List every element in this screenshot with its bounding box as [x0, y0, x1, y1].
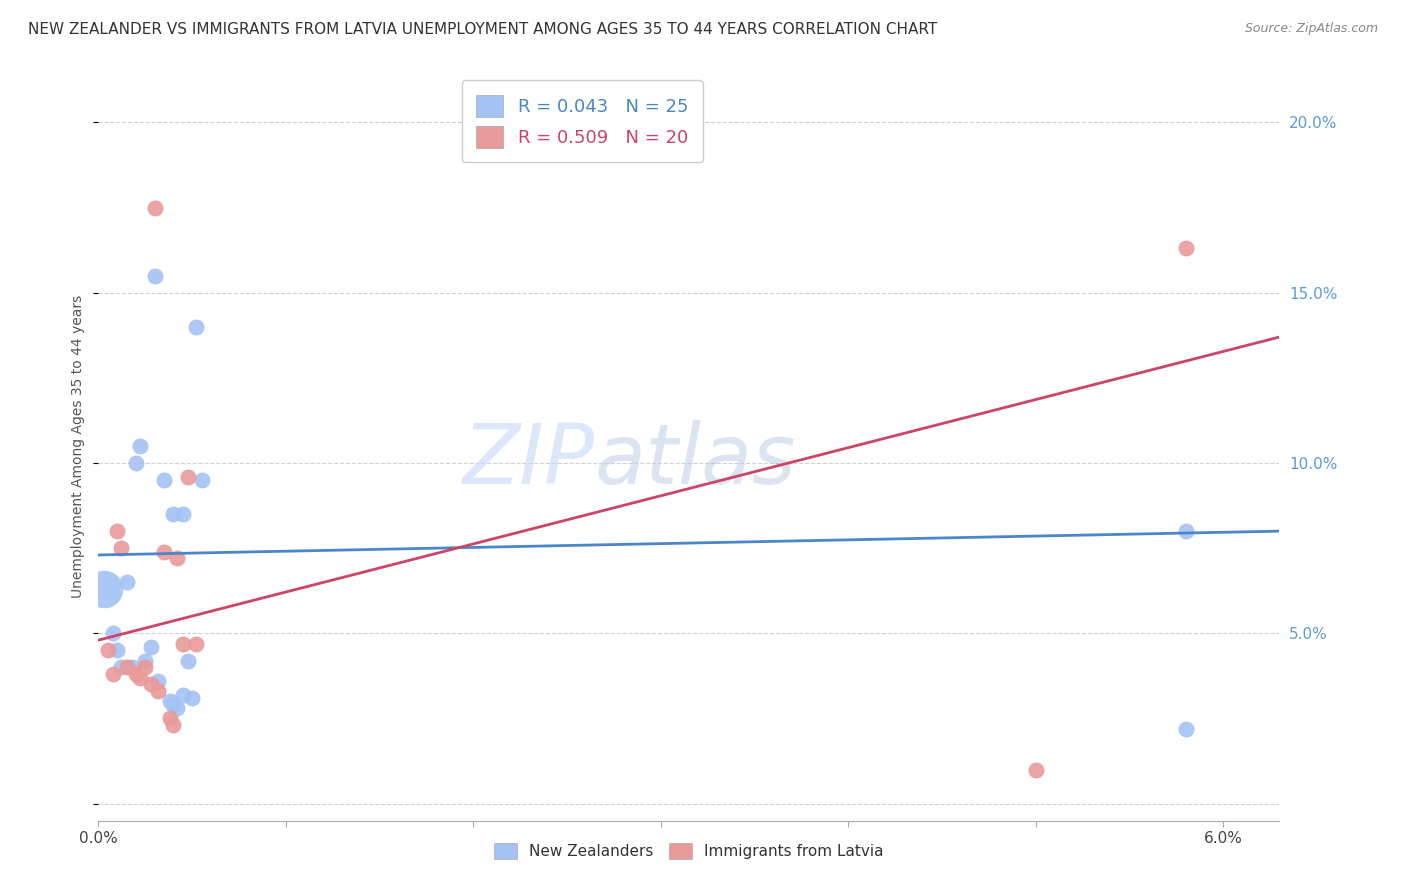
Point: [148, 673, 170, 688]
Point: [143, 268, 166, 283]
Point: [97, 643, 120, 657]
Point: [1174, 722, 1197, 736]
Point: [103, 667, 125, 681]
Point: [110, 541, 132, 556]
Point: [93, 582, 115, 596]
Legend: New Zealanders, Immigrants from Latvia: New Zealanders, Immigrants from Latvia: [488, 838, 890, 865]
Point: [177, 469, 200, 483]
Point: [105, 524, 128, 538]
Point: [172, 688, 194, 702]
Point: [105, 643, 128, 657]
Point: [1174, 242, 1197, 256]
Y-axis label: Unemployment Among Ages 35 to 44 years: Unemployment Among Ages 35 to 44 years: [70, 294, 84, 598]
Point: [162, 698, 184, 712]
Point: [1025, 763, 1047, 777]
Point: [159, 711, 181, 725]
Point: [166, 701, 188, 715]
Point: [153, 544, 176, 558]
Point: [181, 691, 204, 706]
Point: [159, 694, 181, 708]
Point: [148, 684, 170, 698]
Point: [172, 507, 194, 521]
Point: [190, 473, 212, 487]
Point: [162, 507, 184, 521]
Point: [139, 640, 162, 654]
Text: ZIP: ZIP: [463, 420, 595, 501]
Point: [1174, 524, 1197, 538]
Point: [110, 660, 132, 674]
Text: Source: ZipAtlas.com: Source: ZipAtlas.com: [1244, 22, 1378, 36]
Point: [143, 201, 166, 215]
Point: [125, 667, 148, 681]
Point: [115, 660, 138, 674]
Text: atlas: atlas: [595, 420, 796, 501]
Point: [134, 660, 156, 674]
Point: [162, 718, 184, 732]
Point: [115, 575, 138, 590]
Point: [125, 456, 148, 470]
Point: [128, 439, 150, 453]
Point: [184, 319, 207, 334]
Point: [128, 671, 150, 685]
Point: [134, 654, 156, 668]
Point: [153, 473, 176, 487]
Point: [172, 636, 194, 650]
Point: [184, 636, 207, 650]
Point: [177, 654, 200, 668]
Text: NEW ZEALANDER VS IMMIGRANTS FROM LATVIA UNEMPLOYMENT AMONG AGES 35 TO 44 YEARS C: NEW ZEALANDER VS IMMIGRANTS FROM LATVIA …: [28, 22, 938, 37]
Point: [103, 626, 125, 640]
Point: [139, 677, 162, 691]
Point: [121, 660, 143, 674]
Point: [166, 551, 188, 566]
